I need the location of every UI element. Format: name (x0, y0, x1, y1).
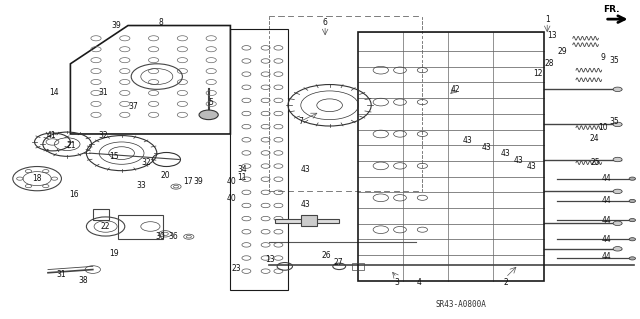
Text: 5: 5 (209, 98, 214, 107)
Text: 36: 36 (168, 232, 178, 241)
Text: 17: 17 (182, 177, 193, 186)
Text: 15: 15 (109, 152, 119, 161)
Text: 31: 31 (99, 88, 109, 97)
Bar (275, 219, 339, 223)
Text: 32: 32 (141, 158, 151, 167)
Circle shape (629, 257, 636, 260)
Text: 9: 9 (600, 53, 605, 62)
Text: 44: 44 (602, 197, 612, 205)
Text: 39: 39 (193, 177, 204, 186)
Text: 6: 6 (323, 18, 328, 27)
Text: 35: 35 (609, 117, 620, 126)
Text: 19: 19 (109, 249, 119, 258)
Text: 38: 38 (78, 276, 88, 285)
Circle shape (629, 238, 636, 241)
Text: 11: 11 (237, 173, 246, 182)
Bar (358, 32, 544, 281)
Text: 43: 43 (462, 136, 472, 145)
Text: 4: 4 (417, 278, 422, 287)
Text: 42: 42 (451, 85, 461, 94)
Circle shape (613, 157, 622, 162)
Text: 43: 43 (301, 165, 311, 174)
Text: 23: 23 (232, 264, 242, 273)
Text: 44: 44 (602, 174, 612, 183)
Circle shape (613, 247, 622, 251)
Text: 44: 44 (602, 252, 612, 261)
Text: 14: 14 (49, 88, 60, 97)
Text: 29: 29 (557, 47, 567, 56)
Text: 32: 32 (99, 131, 109, 140)
Text: 13: 13 (265, 256, 275, 264)
Text: 33: 33 (136, 181, 146, 189)
Text: 10: 10 (598, 123, 608, 132)
Bar (301, 215, 317, 226)
Bar (352, 263, 364, 270)
Text: 24: 24 (589, 134, 599, 143)
Text: 31: 31 (56, 270, 66, 279)
Text: 37: 37 (128, 102, 138, 111)
Bar (230, 29, 288, 290)
Text: 16: 16 (68, 190, 79, 199)
Text: 1: 1 (545, 15, 550, 24)
Text: 43: 43 (513, 156, 524, 165)
Circle shape (199, 110, 218, 120)
Text: 30: 30 (155, 232, 165, 241)
Circle shape (629, 177, 636, 180)
Text: 41: 41 (46, 131, 56, 140)
Text: 39: 39 (111, 21, 122, 30)
Text: 12: 12 (533, 69, 542, 78)
Text: 40: 40 (227, 194, 237, 203)
Text: 25: 25 (590, 158, 600, 167)
Bar (93, 209, 109, 220)
Text: 35: 35 (609, 56, 620, 65)
Text: FR.: FR. (603, 5, 620, 14)
Text: 28: 28 (545, 59, 554, 68)
Text: 43: 43 (500, 149, 511, 158)
Text: 44: 44 (602, 235, 612, 244)
Text: 20: 20 (160, 171, 170, 180)
Text: 21: 21 (67, 141, 76, 150)
Text: 43: 43 (526, 162, 536, 171)
Circle shape (629, 219, 636, 222)
Text: 18: 18 (33, 174, 42, 183)
Text: 44: 44 (602, 216, 612, 225)
Circle shape (613, 122, 622, 127)
Circle shape (613, 189, 622, 194)
Text: SR43-A0800A: SR43-A0800A (435, 300, 486, 309)
Circle shape (629, 199, 636, 203)
Text: 8: 8 (159, 18, 164, 27)
Text: 40: 40 (227, 177, 237, 186)
Text: 22: 22 (101, 222, 110, 231)
Circle shape (613, 221, 622, 226)
Text: 2: 2 (503, 278, 508, 287)
Text: 43: 43 (481, 143, 492, 152)
Text: 26: 26 (321, 251, 332, 260)
Text: 13: 13 (547, 31, 557, 40)
Bar (118, 215, 163, 239)
Text: 3: 3 (394, 278, 399, 287)
Text: 27: 27 (333, 258, 343, 267)
Text: 43: 43 (301, 200, 311, 209)
Circle shape (613, 87, 622, 92)
Text: 34: 34 (237, 165, 247, 174)
Text: 7: 7 (298, 117, 303, 126)
